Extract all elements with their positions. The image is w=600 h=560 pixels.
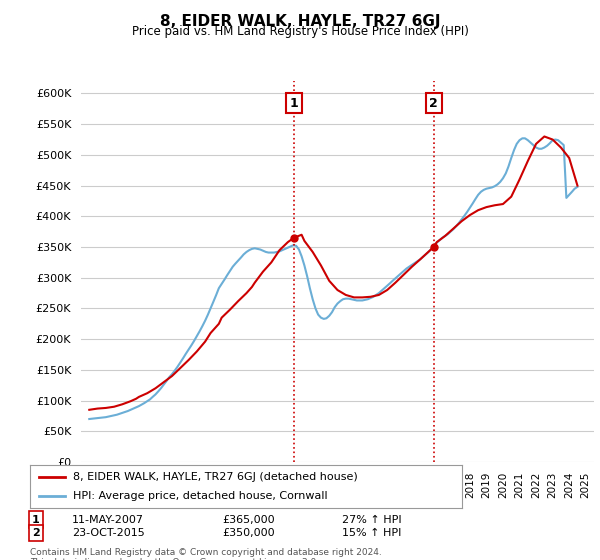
Text: Price paid vs. HM Land Registry's House Price Index (HPI): Price paid vs. HM Land Registry's House … xyxy=(131,25,469,38)
Text: £365,000: £365,000 xyxy=(222,515,275,525)
Text: 2: 2 xyxy=(429,96,438,110)
Text: 2: 2 xyxy=(32,528,40,538)
Text: 23-OCT-2015: 23-OCT-2015 xyxy=(72,528,145,538)
Text: 1: 1 xyxy=(289,96,298,110)
Text: 8, EIDER WALK, HAYLE, TR27 6GJ (detached house): 8, EIDER WALK, HAYLE, TR27 6GJ (detached… xyxy=(73,472,358,482)
Text: 15% ↑ HPI: 15% ↑ HPI xyxy=(342,528,401,538)
Text: 27% ↑ HPI: 27% ↑ HPI xyxy=(342,515,401,525)
Text: 8, EIDER WALK, HAYLE, TR27 6GJ: 8, EIDER WALK, HAYLE, TR27 6GJ xyxy=(160,14,440,29)
Text: £350,000: £350,000 xyxy=(222,528,275,538)
Text: 1: 1 xyxy=(32,515,40,525)
Text: HPI: Average price, detached house, Cornwall: HPI: Average price, detached house, Corn… xyxy=(73,491,328,501)
Text: 11-MAY-2007: 11-MAY-2007 xyxy=(72,515,144,525)
Text: Contains HM Land Registry data © Crown copyright and database right 2024.
This d: Contains HM Land Registry data © Crown c… xyxy=(30,548,382,560)
